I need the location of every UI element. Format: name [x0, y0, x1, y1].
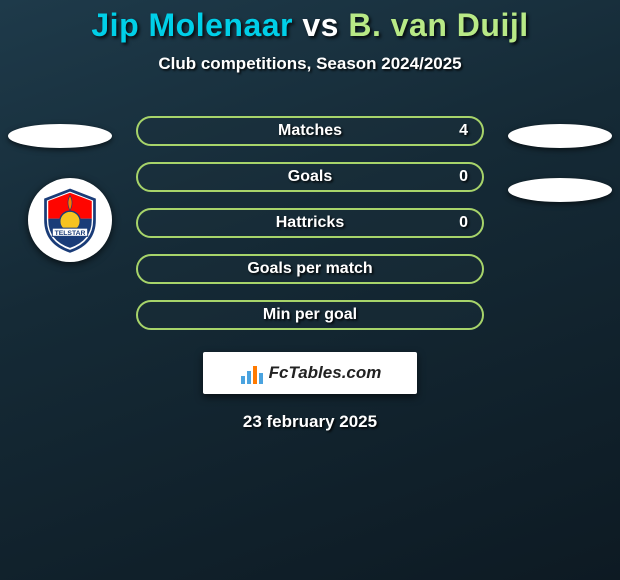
placeholder-ellipse-top-left [8, 124, 112, 148]
player2-name: B. van Duijl [348, 7, 528, 43]
player1-name: Jip Molenaar [91, 7, 293, 43]
stat-label: Matches [278, 122, 342, 140]
stat-label: Goals per match [247, 260, 372, 278]
club-name-text: TELSTAR [55, 230, 86, 237]
fctables-watermark: FcTables.com [203, 352, 417, 394]
club-badge: TELSTAR [28, 178, 112, 262]
stat-row-min-per-goal: Min per goal [136, 300, 484, 330]
stat-value-right: 0 [459, 214, 468, 232]
stat-row-goals: Goals 0 [136, 162, 484, 192]
stat-row-matches: Matches 4 [136, 116, 484, 146]
placeholder-ellipse-mid-right [508, 178, 612, 202]
fctables-bars-icon [239, 362, 265, 384]
stat-value-right: 0 [459, 168, 468, 186]
stat-value-right: 4 [459, 122, 468, 140]
stat-row-hattricks: Hattricks 0 [136, 208, 484, 238]
stat-label: Min per goal [263, 306, 357, 324]
date: 23 february 2025 [0, 412, 620, 432]
stats-container: Matches 4 Goals 0 Hattricks 0 Goals per … [136, 116, 484, 330]
stat-label: Goals [288, 168, 332, 186]
placeholder-ellipse-top-right [508, 124, 612, 148]
fctables-text: FcTables.com [269, 363, 382, 383]
club-crest-icon: TELSTAR [36, 186, 104, 254]
title-vs: vs [302, 7, 339, 43]
stat-row-goals-per-match: Goals per match [136, 254, 484, 284]
comparison-title: Jip Molenaar vs B. van Duijl [0, 0, 620, 44]
stat-label: Hattricks [276, 214, 344, 232]
subtitle: Club competitions, Season 2024/2025 [0, 54, 620, 74]
